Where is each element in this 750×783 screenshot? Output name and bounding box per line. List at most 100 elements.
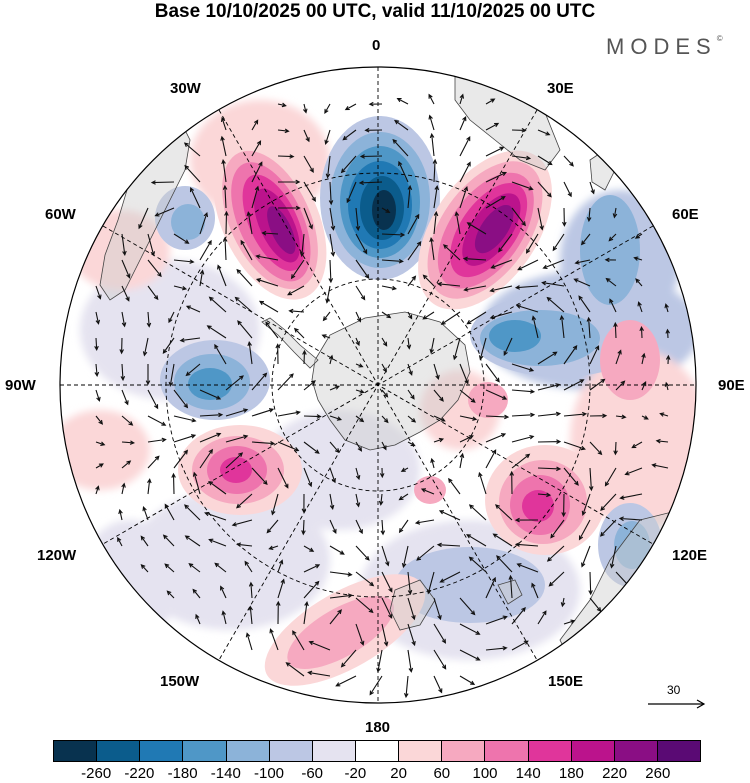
modes-logo-mark: ©	[716, 34, 723, 43]
wind-vector	[324, 129, 331, 145]
lon-label-120e: 120E	[672, 547, 708, 564]
modes-logo-text: MODES	[606, 34, 717, 59]
wind-vector	[173, 449, 189, 469]
wind-vector	[514, 517, 539, 523]
wind-vector	[324, 103, 331, 114]
wind-vector	[478, 337, 487, 361]
wind-vector	[641, 352, 646, 365]
wind-vector	[94, 363, 100, 377]
wind-vector	[407, 415, 417, 423]
wind-vector	[433, 649, 447, 670]
wind-vector	[517, 259, 539, 271]
wind-vector	[459, 389, 476, 403]
wind-vector	[220, 116, 227, 131]
colorbar	[53, 740, 701, 762]
wind-vector	[188, 563, 201, 573]
wind-vector	[508, 574, 514, 599]
wind-vector	[358, 180, 383, 186]
wind-vector	[459, 136, 471, 157]
wind-vector	[589, 597, 602, 613]
wind-vector	[199, 211, 209, 235]
lon-label-90w: 90W	[5, 377, 36, 394]
wind-vector	[277, 578, 285, 599]
wind-vector	[95, 463, 104, 469]
wind-vector	[428, 93, 435, 105]
wind-vector	[355, 363, 364, 368]
wind-vector	[379, 467, 385, 479]
colorbar-tick-label: -140	[210, 765, 241, 782]
wind-vector	[574, 259, 591, 265]
wind-vector	[459, 649, 481, 661]
wind-vector	[664, 303, 669, 313]
wind-vector	[562, 207, 567, 227]
graticule	[60, 67, 696, 703]
wind-vector	[563, 619, 576, 625]
wind-vector	[586, 316, 592, 339]
wind-vector	[433, 210, 439, 235]
wind-vector	[578, 519, 591, 541]
wind-vector	[416, 545, 435, 561]
wind-vector	[604, 467, 617, 487]
wind-vector	[376, 649, 383, 673]
wind-vector	[147, 389, 159, 410]
wind-vector	[189, 187, 201, 209]
wind-vector	[490, 259, 513, 269]
wind-vector	[328, 259, 334, 284]
wind-vector	[442, 244, 461, 261]
wind-vector	[199, 448, 213, 469]
wind-vector	[183, 142, 201, 157]
wind-vector	[381, 232, 406, 238]
wind-vector	[485, 195, 506, 209]
wind-vector	[355, 415, 365, 423]
colorbar-swatch	[139, 741, 183, 761]
wind-vector	[485, 122, 500, 131]
wind-vector	[173, 233, 190, 244]
wind-vector	[459, 115, 467, 131]
wind-vector	[251, 161, 263, 183]
wind-vector	[271, 493, 279, 516]
wind-vector	[433, 363, 440, 381]
wind-vector	[407, 389, 415, 400]
wind-vector	[185, 363, 201, 377]
wind-vector	[578, 295, 591, 313]
wind-vector	[459, 435, 474, 443]
wind-vector	[462, 256, 487, 262]
wind-vector	[355, 441, 363, 452]
wind-vector	[95, 389, 101, 402]
wind-vector	[208, 296, 227, 313]
wind-vector	[121, 389, 129, 406]
wind-vector	[225, 375, 244, 391]
wind-vector	[407, 363, 413, 376]
wind-vector	[430, 457, 435, 469]
colorbar-swatch	[656, 741, 701, 761]
wind-vector	[429, 132, 435, 157]
wind-vector	[248, 605, 253, 625]
wind-vector	[433, 184, 440, 209]
wind-vector	[95, 285, 102, 300]
wind-vector	[631, 441, 643, 449]
wind-vectors	[94, 93, 671, 699]
wind-vector	[398, 160, 409, 183]
wind-vector	[299, 233, 305, 258]
wind-vector	[525, 233, 539, 254]
wind-vector	[237, 320, 253, 339]
lon-label-180: 180	[365, 719, 391, 736]
wind-vector	[511, 453, 531, 469]
wind-vector	[537, 411, 562, 417]
wind-vector	[438, 510, 461, 521]
wind-vector	[433, 675, 443, 694]
wind-vector	[168, 311, 175, 324]
wind-vector	[381, 545, 390, 567]
wind-vector	[436, 281, 461, 287]
wind-vector	[433, 389, 444, 402]
wind-vector	[275, 600, 281, 625]
colorbar-swatch	[225, 741, 269, 761]
wind-vector	[277, 559, 284, 573]
wind-vector	[546, 296, 565, 313]
wind-vector	[428, 114, 435, 131]
wind-vector	[240, 239, 253, 261]
wind-vector	[329, 593, 353, 599]
colorbar-tick-label: -100	[253, 765, 285, 782]
wind-vector	[325, 155, 331, 179]
reference-vector: 30	[647, 683, 707, 713]
